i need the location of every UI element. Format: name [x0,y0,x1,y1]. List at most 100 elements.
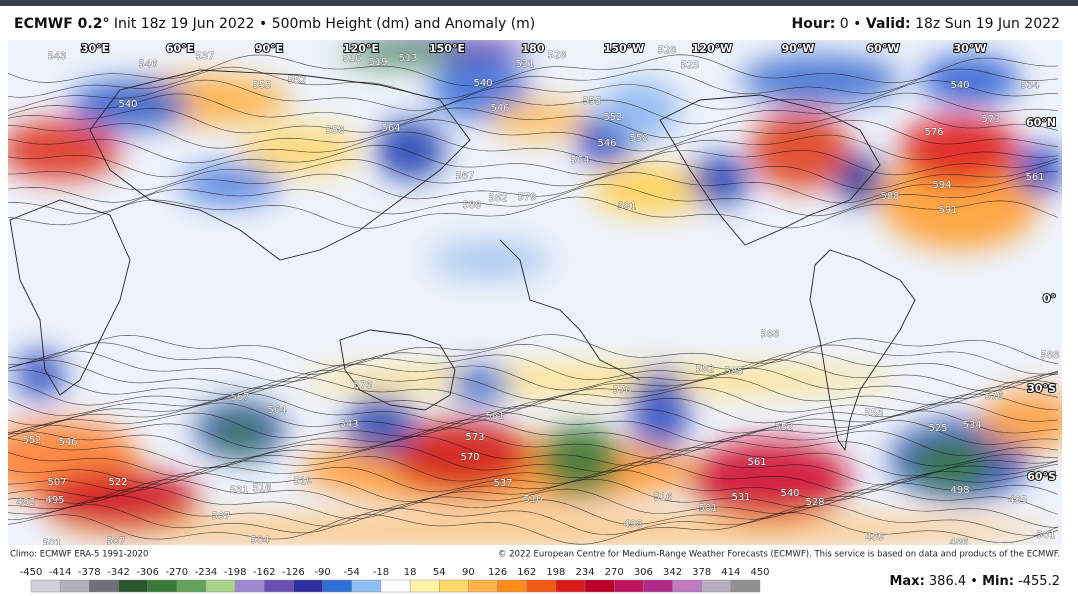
contour-label: 507 [47,477,66,488]
colorbar-tick-label: 54 [433,567,446,578]
contour-label: 525 [928,423,947,434]
contour-line [8,350,1059,384]
longitude-label: 90°W [782,42,815,55]
anomaly-blob [300,365,900,395]
longitude-label: 30°E [81,42,109,55]
contour-line [8,384,1059,417]
contour-label: 498 [950,485,969,496]
contour-label: 498 [623,519,642,530]
contour-label: 531 [731,492,750,503]
colorbar-tick-label: 18 [404,567,417,578]
contour-label: 588 [1040,350,1059,361]
colorbar-tick-label: 342 [663,567,682,578]
contour-label: 591 [617,201,636,212]
contour-label: 519 [368,57,387,68]
contour-line [8,419,1059,452]
contour-label: 588 [880,191,899,202]
contour-line [8,119,1059,152]
contour-label: 567 [455,171,474,182]
contour-label: 534 [1020,80,1039,91]
contour-label: 531 [515,59,534,70]
contour-label: 576 [924,127,943,138]
north-america [659,94,881,246]
colorbar-swatch [730,579,761,593]
colorbar-swatch [380,579,411,593]
hour-value: 0 [840,16,849,32]
colorbar-tick-label: 162 [517,567,536,578]
longitude-label: 60°E [166,42,194,55]
contour-label: 558 [325,125,344,136]
colorbar-tick-label: -450 [20,567,43,578]
contour-label: 567 [230,392,249,403]
anomaly-blob [540,425,620,495]
colorbar-swatch [293,579,323,593]
contour-line [8,66,1059,99]
contour-line [8,183,1059,217]
contour-label: 555 [864,408,883,419]
contour-line [8,359,1059,392]
anomaly-blob [490,100,590,140]
colorbar-tick-label: -162 [253,567,276,578]
colorbar-swatch [59,579,90,593]
colorbar-tick-label: -234 [195,567,218,578]
contour-label: 558 [629,133,648,144]
contour-label: 540 [780,488,799,499]
contour-label: 594 [932,180,951,191]
colorbar-swatch [30,579,61,593]
colorbar-swatch [409,579,440,593]
contour-line [8,486,1059,520]
anomaly-blob [590,165,710,215]
colorbar-swatch [176,579,207,593]
colorbar-tick-label: -306 [136,567,159,578]
colorbar-swatch [701,579,732,593]
contour-label: 534 [962,420,981,431]
contour-label: 564 [267,405,286,416]
min-label: Min: [982,574,1014,589]
colorbar-tick-label: 270 [605,567,624,578]
colorbar-swatch [89,579,119,593]
contour-label: 546 [58,437,77,448]
contour-label: 564 [570,155,589,166]
longitude-label: 120°W [692,42,733,55]
contour-line [8,495,1059,528]
contour-label: 585 [724,366,743,377]
contour-label: 546 [138,59,157,70]
anomaly-blob [450,365,510,405]
anomaly-blob [430,60,530,120]
contour-label: 540 [950,80,969,91]
contour-label: 576 [984,391,1003,402]
max-value: 386.4 [929,574,966,589]
longitude-label: 30°W [954,42,987,55]
contour-line [8,334,1059,367]
colorbar-tick-label: -54 [344,567,360,578]
contour-label: 552 [774,422,793,433]
asia [89,69,471,261]
anomaly-blob [220,420,260,450]
contour-line [8,158,1059,191]
contour-label: 501 [1036,530,1055,541]
colorbar-swatch [205,579,236,593]
contour-label: 504 [250,535,269,546]
anomaly-blob [375,120,445,180]
contour-label: 507 [106,536,125,547]
contour-label: 522 [108,477,127,488]
climo: Climo: ECMWF ERA-5 1991-2020 [10,550,148,560]
colorbar-swatch [643,579,673,593]
contour-label: 546 [490,103,509,114]
contour-line [8,144,1059,178]
colorbar-swatch [526,579,557,593]
colorbar: -450 -414 -378 -342 -306 -270 -234 -198 -162 -126… [20,567,770,593]
min-value: -455.2 [1018,574,1060,589]
colorbar-swatch [614,579,644,593]
valid-label: Valid: [866,16,911,32]
contour-label: 501 [698,503,717,514]
latitude-label: 60°N [1026,116,1056,129]
anomaly-blob [835,155,885,205]
copyright: © 2022 European Centre for Medium-Range … [498,550,1060,560]
contour-label: 588 [462,200,481,211]
contour-label: 546 [597,138,616,149]
contour-label: 501 [42,538,61,549]
contour-label: 552 [603,112,622,123]
contour-label: 588 [760,329,779,340]
